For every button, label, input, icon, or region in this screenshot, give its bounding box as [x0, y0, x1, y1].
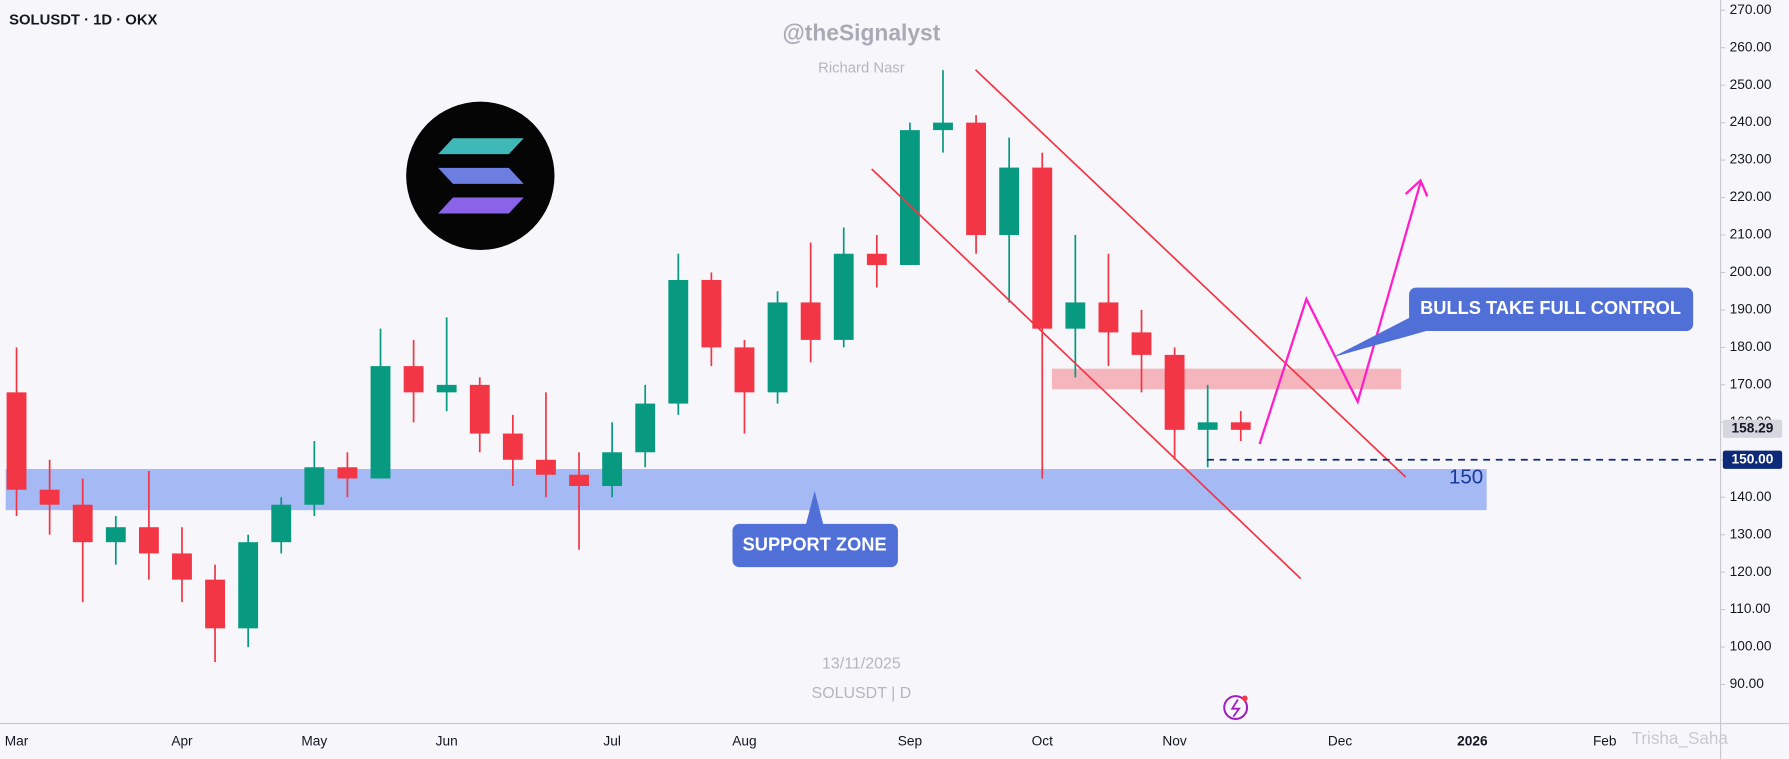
candle-body	[1164, 354, 1185, 430]
x-tick-label: Jun	[436, 733, 458, 748]
support-label: SUPPORT ZONE	[743, 533, 887, 554]
x-tick-label: Apr	[171, 733, 193, 748]
chart-title: SOLUSDT · 1D · OKX	[9, 13, 157, 29]
candle-body	[536, 459, 556, 475]
y-tick-label: 170.00	[1730, 376, 1772, 391]
candles	[6, 70, 1251, 663]
candle-body	[138, 527, 159, 554]
y-tick-label: 130.00	[1730, 526, 1772, 541]
candle-body	[635, 403, 656, 453]
price-label: 158.29	[1732, 420, 1774, 435]
x-tick-label: Feb	[1593, 733, 1617, 748]
candle-body	[238, 542, 259, 629]
candle-body	[767, 302, 788, 393]
candle-body	[701, 279, 722, 348]
credit: Trisha_Saha	[1632, 729, 1729, 748]
candle-body	[39, 489, 60, 505]
y-tick-label: 220.00	[1730, 189, 1772, 204]
price-label-box	[1722, 450, 1783, 469]
channel-lower	[871, 168, 1302, 580]
y-tick-label: 230.00	[1730, 152, 1772, 167]
price-label: 150.00	[1732, 451, 1774, 466]
y-tick-label: 210.00	[1730, 227, 1772, 242]
candle-body	[734, 347, 755, 393]
candle-body	[1131, 332, 1152, 355]
y-tick-label: 190.00	[1730, 302, 1772, 317]
date-stamp: 13/11/2025	[822, 655, 901, 672]
x-tick-label: Aug	[732, 733, 756, 748]
projection-arrowhead	[1404, 178, 1429, 197]
candle-body	[469, 384, 490, 434]
candle-body	[1032, 167, 1053, 329]
y-tick-label: 140.00	[1730, 489, 1772, 504]
author: Richard Nasr	[818, 61, 905, 77]
watermark: @theSignalyst	[783, 19, 941, 45]
candle-body	[1098, 302, 1119, 333]
candle-body	[569, 474, 589, 486]
x-tick-label: Dec	[1328, 733, 1352, 748]
solana-logo	[406, 101, 555, 251]
y-tick-label: 180.00	[1730, 339, 1772, 354]
symbol-stamp: SOLUSDT | D	[812, 685, 912, 702]
candle-body	[403, 366, 424, 393]
candle-body	[800, 302, 821, 340]
candle-body	[668, 279, 689, 404]
y-tick-label: 260.00	[1730, 39, 1772, 54]
candle-body	[105, 527, 126, 543]
y-tick-label: 110.00	[1730, 601, 1771, 616]
candle-body	[172, 553, 192, 580]
price-label-box	[1722, 419, 1783, 438]
channel-upper	[974, 69, 1407, 478]
x-tick-label: Sep	[898, 733, 923, 748]
x-tick-label: Nov	[1162, 733, 1186, 748]
bulls-callout: BULLS TAKE FULL CONTROL	[1332, 287, 1694, 358]
candle-body	[1065, 302, 1086, 329]
candle-body	[1197, 422, 1218, 430]
candle-body	[602, 452, 623, 486]
support-zone	[5, 469, 1487, 511]
y-tick-label: 240.00	[1730, 114, 1772, 129]
candle-body	[72, 504, 93, 543]
projection-path	[1258, 182, 1422, 445]
y-tick-label: 100.00	[1730, 639, 1772, 654]
resistance-zone	[1051, 368, 1402, 390]
candle-body	[966, 122, 987, 236]
candle-body	[833, 253, 854, 340]
candle-body	[337, 467, 358, 479]
candle-body	[1230, 422, 1251, 430]
x-tick-label: Oct	[1032, 733, 1053, 748]
bulls-label: BULLS TAKE FULL CONTROL	[1420, 297, 1681, 318]
candle-body	[436, 384, 457, 393]
candle-body	[304, 467, 325, 505]
x-tick-label: May	[301, 733, 327, 748]
candle-body	[899, 130, 920, 265]
candle-body	[370, 366, 391, 479]
x-tick-label: Mar	[5, 733, 29, 748]
candle-body	[205, 579, 225, 629]
x-tick-label: 2026	[1457, 733, 1488, 748]
y-tick-label: 200.00	[1730, 264, 1772, 279]
candle-body	[271, 504, 292, 543]
level-label: 150	[1449, 466, 1483, 489]
y-tick-label: 270.00	[1730, 2, 1772, 17]
y-tick-label: 250.00	[1730, 77, 1772, 92]
bolt-icon	[1223, 695, 1249, 720]
support-callout: SUPPORT ZONE	[732, 490, 898, 568]
candle-body	[999, 167, 1020, 236]
candle-body	[866, 253, 887, 265]
candle-body	[502, 433, 523, 460]
candle-body	[933, 122, 953, 131]
x-tick-label: Jul	[603, 733, 621, 748]
y-tick-label: 120.00	[1730, 564, 1772, 579]
candle-body	[6, 392, 27, 490]
y-tick-label: 90.00	[1730, 676, 1765, 691]
